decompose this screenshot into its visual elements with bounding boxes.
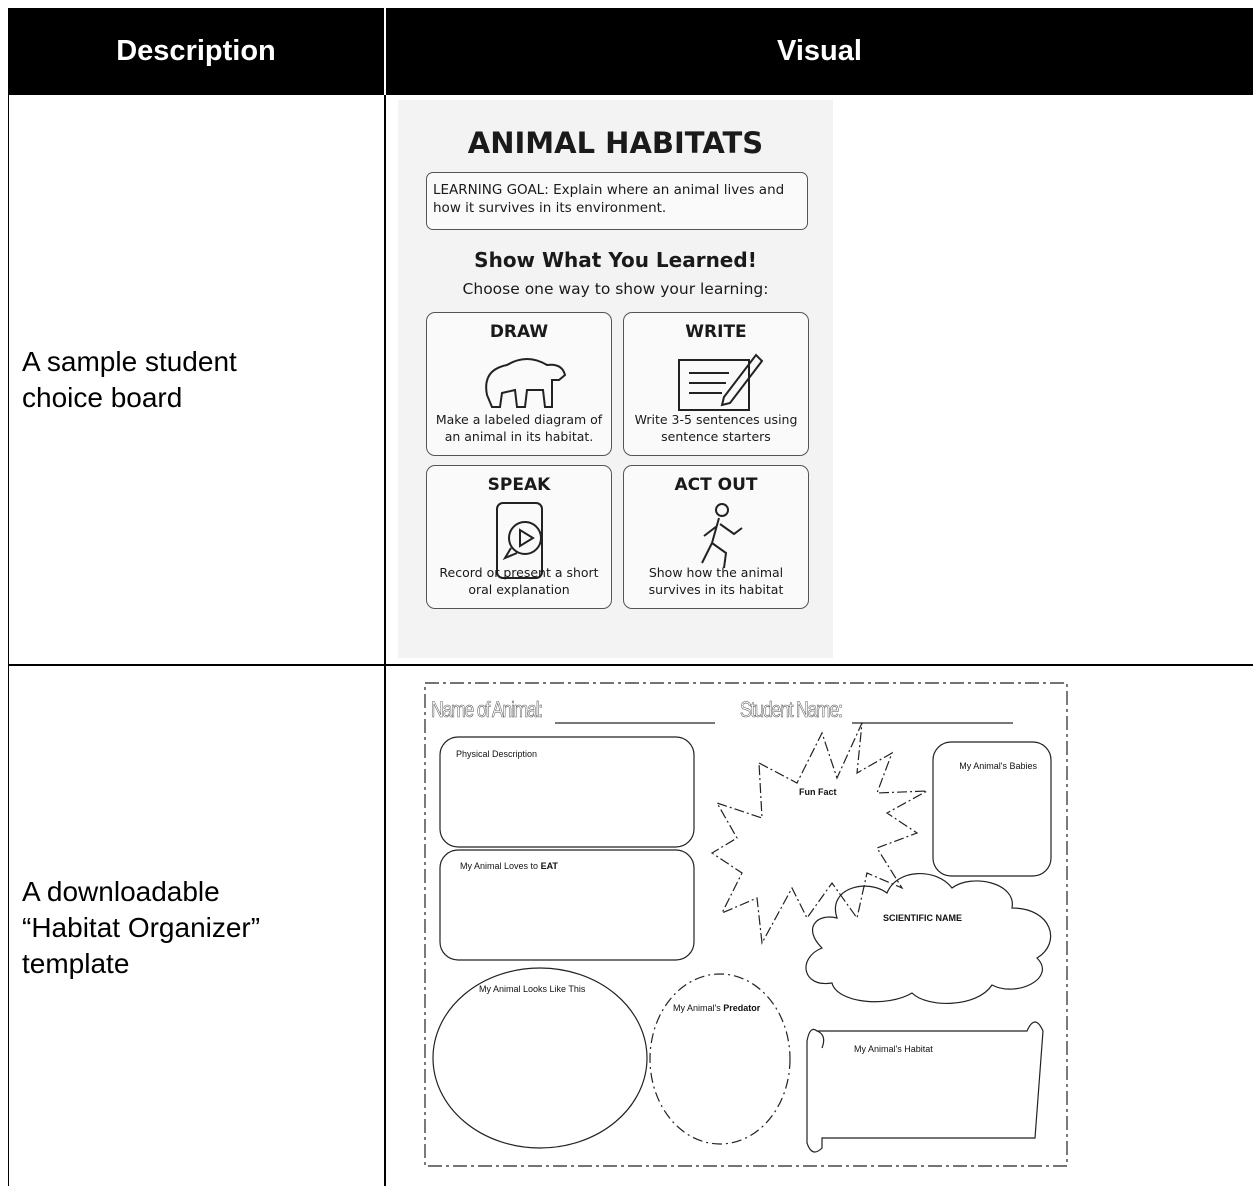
header-text: Visual bbox=[777, 35, 862, 67]
cloud bbox=[805, 873, 1052, 1004]
border bbox=[8, 95, 9, 1186]
description: A sample student choice board bbox=[22, 346, 237, 413]
label-text: My Animal's bbox=[673, 1003, 721, 1013]
option-label: SPEAK bbox=[487, 475, 551, 495]
header-cell: Description bbox=[8, 8, 384, 95]
option-label: ACT OUT bbox=[674, 475, 758, 495]
box-label: Fun Fact bbox=[799, 787, 837, 797]
option-card: ACT OUT Show how the animal survives in i… bbox=[623, 465, 809, 609]
organizer-shapes bbox=[424, 682, 1068, 1167]
field-label: Student Name: bbox=[740, 697, 843, 723]
box-label: My Animal Looks Like This bbox=[479, 984, 586, 994]
box-label: SCIENTIFIC NAME bbox=[883, 913, 963, 923]
box-label: My Animal's Babies bbox=[959, 761, 1037, 771]
option-icon bbox=[485, 358, 567, 408]
description: A downloadable “Habitat Organizer” templ… bbox=[22, 876, 261, 979]
scroll bbox=[806, 1021, 1044, 1153]
option-card: SPEAK Record or present a short oral expl… bbox=[426, 465, 612, 609]
option-icon bbox=[678, 353, 764, 411]
header-cell: Visual bbox=[386, 8, 1253, 95]
dashed-circle bbox=[649, 973, 791, 1145]
header-text: Description bbox=[116, 35, 276, 67]
box-label: My Animal Loves to EAT bbox=[460, 861, 558, 871]
box-label: My Animal's Habitat bbox=[854, 1044, 933, 1054]
option-label: DRAW bbox=[489, 322, 549, 342]
label-bold: EAT bbox=[540, 861, 558, 871]
burst bbox=[710, 722, 928, 945]
box bbox=[932, 741, 1052, 877]
board-heading: Show What You Learned! bbox=[474, 248, 757, 272]
option-icon bbox=[496, 502, 543, 579]
field-label: Name of Animal: bbox=[431, 697, 544, 723]
board-title: ANIMAL HABITATS bbox=[467, 126, 764, 160]
goal-text: Explain where an animal lives and how it… bbox=[433, 182, 785, 216]
option-text: Record or present a short oral explanati… bbox=[439, 565, 599, 597]
circle bbox=[432, 967, 648, 1149]
box-label: My Animal's Predator bbox=[673, 1003, 760, 1013]
table: Description Visual A sample student choi… bbox=[8, 8, 1253, 1186]
option-text: Write 3-5 sentences using sentence start… bbox=[634, 412, 798, 444]
organizer: Name of Animal: Student Name: Physical D… bbox=[417, 673, 1073, 1173]
option-icon bbox=[701, 503, 743, 569]
box-label: Physical Description bbox=[456, 749, 538, 759]
border bbox=[384, 95, 386, 1186]
dashed-border bbox=[424, 682, 1068, 1167]
board-prompt: Choose one way to show your learning: bbox=[462, 280, 769, 298]
option-text: Show how the animal survives in its habi… bbox=[648, 565, 784, 597]
choice-board: ANIMAL HABITATS LEARNING GOAL: Explain w… bbox=[398, 100, 833, 658]
label-text: My Animal Loves to bbox=[460, 861, 539, 871]
option-card: WRITE Write 3-5 sentences using sentence … bbox=[623, 312, 809, 456]
goal-label: LEARNING GOAL: bbox=[433, 182, 549, 198]
border bbox=[8, 664, 1253, 666]
option-label: WRITE bbox=[685, 322, 747, 342]
box bbox=[439, 849, 695, 961]
box bbox=[439, 736, 695, 848]
option-text: Make a labeled diagram of an animal in i… bbox=[435, 412, 603, 444]
label-bold: Predator bbox=[723, 1003, 761, 1013]
goal-box: LEARNING GOAL: Explain where an animal l… bbox=[426, 172, 808, 230]
option-card: DRAW Make a labeled diagram of an animal … bbox=[426, 312, 612, 456]
